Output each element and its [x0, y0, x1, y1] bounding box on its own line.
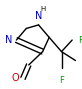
- Text: O: O: [12, 73, 19, 83]
- Text: N: N: [35, 11, 42, 21]
- Text: F: F: [59, 76, 64, 85]
- Text: F: F: [81, 56, 82, 65]
- Text: H: H: [41, 6, 46, 12]
- Text: F: F: [78, 36, 82, 45]
- Text: N: N: [5, 35, 12, 45]
